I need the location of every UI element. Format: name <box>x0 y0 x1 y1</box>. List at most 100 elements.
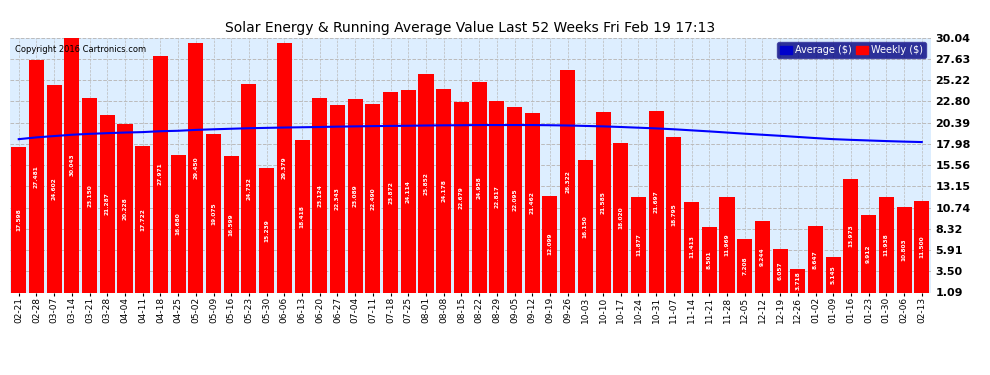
Text: 17.722: 17.722 <box>141 208 146 231</box>
Bar <box>259 168 274 292</box>
Bar <box>772 249 788 292</box>
Text: 24.178: 24.178 <box>442 179 446 202</box>
Text: 21.697: 21.697 <box>653 190 658 213</box>
Text: 23.089: 23.089 <box>352 184 357 207</box>
Bar <box>152 56 168 292</box>
Legend: Average ($), Weekly ($): Average ($), Weekly ($) <box>777 42 926 58</box>
Text: 25.852: 25.852 <box>424 172 429 195</box>
Bar <box>507 108 522 292</box>
Text: 27.971: 27.971 <box>157 163 163 186</box>
Bar <box>11 147 27 292</box>
Bar <box>754 220 770 292</box>
Bar <box>560 70 575 292</box>
Text: 23.124: 23.124 <box>317 184 323 207</box>
Text: 21.287: 21.287 <box>105 192 110 215</box>
Text: 11.413: 11.413 <box>689 236 694 258</box>
Text: 22.679: 22.679 <box>459 186 464 209</box>
Text: 18.020: 18.020 <box>618 207 624 229</box>
Bar <box>543 195 557 292</box>
Bar <box>471 82 487 292</box>
Bar <box>861 215 876 292</box>
Bar <box>808 226 823 292</box>
Bar <box>206 134 221 292</box>
Text: 6.057: 6.057 <box>777 261 783 280</box>
Text: 5.145: 5.145 <box>831 265 836 284</box>
Text: 24.958: 24.958 <box>476 176 481 199</box>
Text: 29.379: 29.379 <box>282 157 287 179</box>
Bar <box>170 155 186 292</box>
Text: 16.150: 16.150 <box>583 215 588 237</box>
Text: 19.075: 19.075 <box>211 202 216 225</box>
Bar <box>684 202 699 292</box>
Bar <box>365 104 380 292</box>
Text: 9.912: 9.912 <box>866 244 871 263</box>
Text: 11.877: 11.877 <box>636 234 641 256</box>
Bar <box>437 89 451 292</box>
Text: 24.732: 24.732 <box>247 177 251 200</box>
Text: 11.938: 11.938 <box>884 233 889 256</box>
Text: 15.239: 15.239 <box>264 219 269 242</box>
Bar <box>720 196 735 292</box>
Bar <box>897 207 912 292</box>
Bar <box>879 197 894 292</box>
Text: 29.450: 29.450 <box>193 156 198 179</box>
Text: 11.969: 11.969 <box>725 233 730 256</box>
Bar <box>578 160 593 292</box>
Text: 24.602: 24.602 <box>51 178 56 200</box>
Text: 21.585: 21.585 <box>601 191 606 214</box>
Text: 17.598: 17.598 <box>16 209 21 231</box>
Text: 20.228: 20.228 <box>123 197 128 220</box>
Text: 24.114: 24.114 <box>406 180 411 203</box>
Text: 3.718: 3.718 <box>795 272 800 290</box>
Text: 22.343: 22.343 <box>335 188 340 210</box>
Bar <box>383 92 398 292</box>
Text: 30.043: 30.043 <box>69 154 74 176</box>
Bar <box>242 84 256 292</box>
Text: 11.500: 11.500 <box>920 236 925 258</box>
Bar <box>312 98 328 292</box>
Text: 18.418: 18.418 <box>300 205 305 228</box>
Text: 22.095: 22.095 <box>512 189 517 211</box>
Bar <box>914 201 930 292</box>
Bar <box>29 60 44 292</box>
Text: 27.481: 27.481 <box>34 165 39 188</box>
Bar <box>118 124 133 292</box>
Text: 8.501: 8.501 <box>707 251 712 269</box>
Bar <box>347 99 362 292</box>
Bar <box>330 105 345 292</box>
Bar <box>136 146 150 292</box>
Text: 10.803: 10.803 <box>902 238 907 261</box>
Bar <box>294 140 310 292</box>
Bar <box>826 257 841 292</box>
Text: 22.817: 22.817 <box>494 185 499 208</box>
Bar <box>738 238 752 292</box>
Title: Solar Energy & Running Average Value Last 52 Weeks Fri Feb 19 17:13: Solar Energy & Running Average Value Las… <box>225 21 716 35</box>
Bar <box>489 101 504 292</box>
Bar <box>224 156 239 292</box>
Bar <box>613 143 629 292</box>
Bar <box>843 179 858 292</box>
Bar <box>648 111 663 292</box>
Bar <box>453 102 469 292</box>
Bar <box>596 112 611 292</box>
Text: 8.647: 8.647 <box>813 250 818 268</box>
Bar <box>401 90 416 292</box>
Bar <box>790 269 805 292</box>
Text: 7.208: 7.208 <box>742 256 747 275</box>
Bar <box>702 227 717 292</box>
Text: 22.490: 22.490 <box>370 187 375 210</box>
Text: 12.099: 12.099 <box>547 233 552 255</box>
Text: 16.680: 16.680 <box>175 213 180 235</box>
Text: 18.795: 18.795 <box>671 203 676 226</box>
Text: 16.599: 16.599 <box>229 213 234 236</box>
Text: 13.973: 13.973 <box>848 224 853 247</box>
Bar <box>64 38 79 292</box>
Bar <box>525 113 540 292</box>
Text: 9.244: 9.244 <box>760 247 765 266</box>
Bar <box>419 74 434 292</box>
Bar <box>631 198 646 292</box>
Text: 23.872: 23.872 <box>388 181 393 204</box>
Text: Copyright 2016 Cartronics.com: Copyright 2016 Cartronics.com <box>15 45 146 54</box>
Text: 26.322: 26.322 <box>565 170 570 193</box>
Bar <box>100 115 115 292</box>
